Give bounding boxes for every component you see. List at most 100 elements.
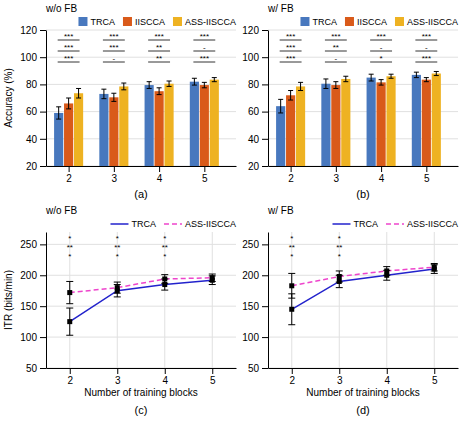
grid-line: [46, 30, 236, 31]
y-tick: 80: [248, 79, 268, 90]
error-bar-cap: [323, 88, 328, 89]
error-bar-cap: [336, 287, 343, 288]
panel: 234550100150200250Number of training blo…: [242, 205, 458, 416]
y-tick: 120: [242, 25, 268, 36]
panel-title: (a): [134, 188, 147, 200]
sig-label: ***: [286, 43, 295, 52]
sig-label: *: [338, 252, 341, 261]
bar: [331, 85, 340, 166]
legend-swatch: [78, 17, 87, 26]
tick-mark: [381, 166, 382, 172]
legend-label: ASS-IISCCA: [185, 219, 236, 229]
tick-label: 4: [379, 173, 385, 184]
sig-label: -: [335, 54, 338, 63]
grid-line: [46, 84, 236, 85]
error-bar-cap: [209, 284, 216, 285]
sig-label: *: [380, 54, 383, 63]
error-bar-stem: [204, 82, 205, 87]
tick-mark: [69, 166, 70, 172]
bar: [341, 79, 350, 166]
tick-mark: [339, 368, 340, 374]
error-bar-cap: [424, 81, 429, 82]
sig-label: **: [156, 43, 162, 52]
tick-label: 250: [242, 239, 259, 250]
legend-item: TRCA: [300, 17, 337, 27]
sig-label: **: [333, 43, 339, 52]
x-tick: 2: [67, 368, 73, 386]
error-bar-stem: [436, 71, 437, 75]
error-bar-stem: [159, 88, 160, 95]
y-tick: 100: [242, 52, 268, 63]
tick-label: 2: [289, 375, 295, 386]
error-bar-cap: [101, 98, 106, 99]
y-axis: 50100150200250: [20, 233, 46, 374]
sig-label: -: [113, 54, 116, 63]
error-bar: [66, 98, 71, 109]
legend-label: ASS-IISCCA: [185, 17, 236, 27]
error-bar-cap: [379, 79, 384, 80]
legend-swatch: [173, 17, 182, 26]
y-tick: 250: [242, 239, 268, 250]
error-bar-cap: [157, 87, 162, 88]
point-series: [288, 264, 438, 299]
error-bar-cap: [431, 270, 438, 271]
error-bar-stem: [335, 82, 336, 89]
tick-mark: [165, 368, 166, 374]
sig-label: **: [156, 54, 162, 63]
error-bar-cap: [431, 273, 438, 274]
y-tick: 40: [26, 134, 46, 145]
sig-label: ***: [64, 54, 73, 63]
legend-label: TRCA: [312, 17, 337, 27]
error-bar-cap: [288, 298, 295, 299]
error-bar: [209, 274, 216, 281]
error-bar-cap: [383, 266, 390, 267]
sig-label: **: [67, 243, 73, 252]
error-bar: [431, 265, 438, 274]
bar-series: [276, 72, 421, 166]
bar-series: [286, 78, 431, 166]
error-bar-cap: [66, 108, 71, 109]
sig-label: *: [290, 234, 293, 243]
legend-item: ASS-IISCCA: [164, 219, 236, 229]
error-bar-cap: [114, 293, 121, 294]
sig-label: *: [163, 234, 166, 243]
axis-line: [269, 166, 459, 167]
tick-label: 100: [242, 52, 259, 63]
error-bar-cap: [121, 83, 126, 84]
tick-label: 5: [424, 173, 430, 184]
error-bar: [209, 276, 216, 285]
error-bar-cap: [369, 81, 374, 82]
x-tick: 2: [288, 166, 294, 184]
sig-label: ***: [376, 32, 385, 41]
bar-series: [74, 78, 219, 166]
sig-label: -: [203, 43, 206, 52]
sig-label: ***: [286, 32, 295, 41]
error-bar: [56, 107, 61, 119]
error-bar-cap: [161, 290, 168, 291]
bar: [145, 85, 154, 166]
sig-label: -: [425, 43, 428, 52]
error-bar-stem: [113, 93, 114, 101]
panel-title: (d): [356, 404, 369, 416]
y-tick: 60: [248, 106, 268, 117]
tick-mark: [262, 166, 268, 167]
bar: [276, 106, 285, 166]
figure: 234520406080100120Accuracy (%)(a)w/o FB*…: [0, 0, 474, 428]
marker: [289, 307, 294, 312]
tick-mark: [40, 84, 46, 85]
marker: [337, 274, 342, 279]
bar: [367, 78, 376, 166]
error-bar-cap: [111, 93, 116, 94]
tick-mark: [262, 57, 268, 58]
error-bar-cap: [414, 72, 419, 73]
tick-mark: [70, 368, 71, 374]
grid-line: [46, 244, 236, 245]
legend-item: ASS-IISCCA: [395, 17, 458, 27]
grid-line: [268, 275, 458, 276]
bar: [190, 82, 199, 166]
error-bar: [161, 275, 168, 284]
error-bar-cap: [202, 82, 207, 83]
x-tick: 3: [337, 368, 343, 386]
tick-mark: [262, 84, 268, 85]
error-bar-stem: [123, 83, 124, 90]
